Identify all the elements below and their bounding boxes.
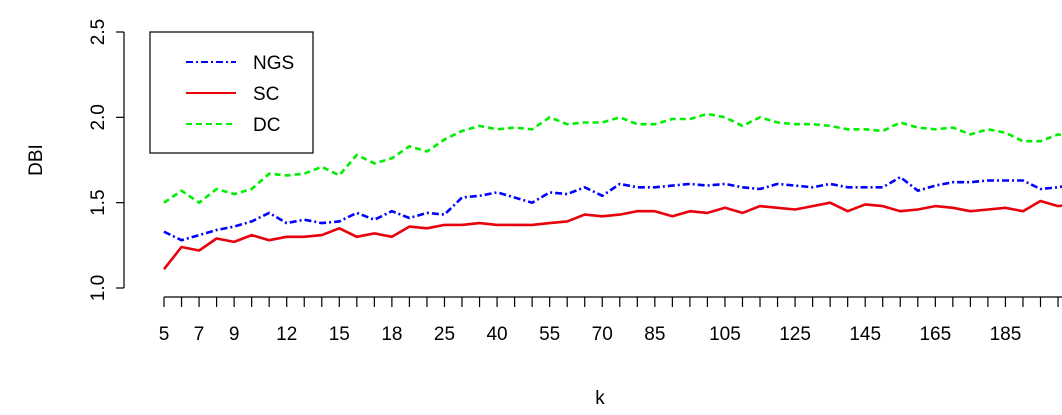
- x-tick-label: 15: [329, 324, 350, 345]
- x-tick-label: 105: [709, 324, 741, 345]
- x-tick-label: 85: [644, 324, 665, 345]
- series-line-sc: [162, 199, 1062, 271]
- x-tick-label: 185: [990, 324, 1022, 345]
- legend-label-sc: SC: [253, 84, 279, 105]
- x-tick-label: 165: [919, 324, 951, 345]
- x-tick-label: 70: [592, 324, 613, 345]
- series-line-dc: [163, 112, 1062, 204]
- x-tick-label: 18: [381, 324, 402, 345]
- x-tick-label: 25: [434, 324, 455, 345]
- x-tick-label: 55: [539, 324, 560, 345]
- x-tick-label: 9: [229, 324, 240, 345]
- x-tick-label: 125: [779, 324, 811, 345]
- y-tick-label: 1.0: [88, 275, 109, 301]
- legend-label-ngs: NGS: [253, 53, 294, 74]
- y-tick-label: 2.5: [88, 19, 109, 45]
- x-axis-title: k: [595, 388, 605, 409]
- y-tick-label: 2.0: [88, 104, 109, 130]
- y-axis: 1.0 1.5 2.0 2.5: [88, 19, 125, 301]
- legend: NGS SC DC: [149, 31, 314, 154]
- y-tick-label: 1.5: [88, 189, 109, 215]
- x-tick-label: 12: [276, 324, 297, 345]
- x-tick-label: 7: [194, 324, 205, 345]
- x-tick-label: 145: [849, 324, 881, 345]
- x-tick-label: 40: [486, 324, 507, 345]
- x-tick-label: 5: [159, 324, 170, 345]
- series-line-ngs: [163, 175, 1062, 242]
- legend-label-dc: DC: [253, 115, 280, 136]
- x-axis: 5 7 9 12 15 18 25 40 55 70 85 105 125 145 165 185: [159, 296, 1062, 345]
- plot-lines: [162, 112, 1062, 271]
- y-axis-title: DBI: [26, 144, 47, 176]
